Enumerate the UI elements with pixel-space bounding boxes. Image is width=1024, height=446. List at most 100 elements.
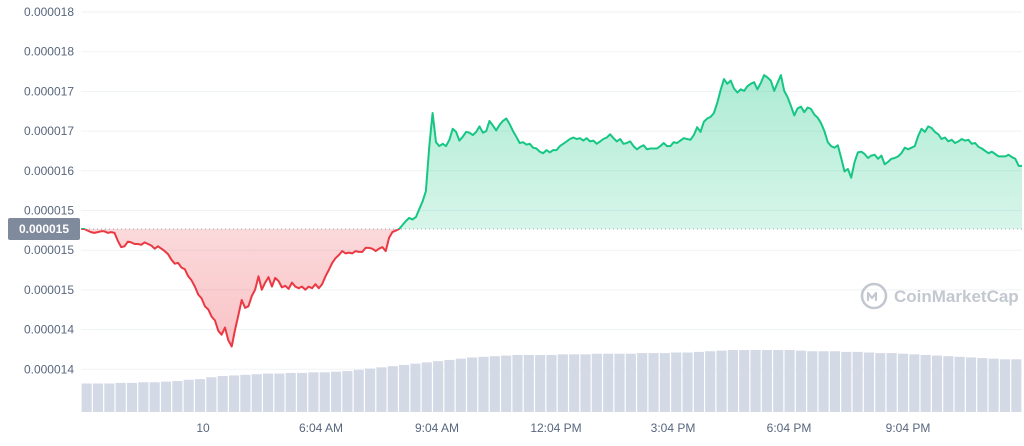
volume-bar: [659, 353, 670, 412]
x-axis: 10 6:04 AM 9:04 AM 12:04 PM 3:04 PM 6:04 PM 9:…: [196, 421, 930, 435]
volume-bar: [625, 353, 636, 412]
volume-bar: [262, 373, 274, 412]
x-tick-label: 9:04 PM: [886, 421, 931, 435]
volume-bar: [818, 351, 829, 412]
volume-bar: [886, 353, 897, 412]
watermark: CoinMarketCap: [860, 282, 1019, 310]
reference-price-badge: 0.000015: [8, 217, 80, 240]
volume-bar: [467, 357, 478, 412]
volume-bar: [784, 350, 795, 412]
watermark-text: CoinMarketCap: [894, 287, 1019, 306]
volume-bar: [217, 376, 228, 412]
x-tick-label: 9:04 AM: [415, 421, 459, 435]
volume-bar: [954, 356, 965, 412]
volume-bar: [172, 381, 183, 412]
volume-bar: [149, 382, 160, 412]
volume-bar: [739, 350, 750, 412]
volume-bar: [365, 368, 376, 412]
x-tick-label: 10: [196, 421, 210, 435]
volume-bar: [104, 383, 115, 412]
volume-bar: [444, 359, 455, 412]
volume-bar: [501, 355, 512, 412]
volume-bar: [693, 351, 704, 412]
volume-bar: [535, 354, 546, 412]
volume-bar: [591, 353, 602, 412]
volume-bar: [988, 358, 999, 412]
volume-bar: [920, 354, 931, 412]
volume-bar: [455, 358, 466, 412]
volume-bar: [251, 374, 262, 412]
volume-bar: [852, 351, 863, 412]
volume-bar: [183, 379, 194, 412]
y-tick-label: 0.000018: [24, 45, 74, 59]
price-area-above: [399, 75, 1022, 229]
volume-bar: [399, 364, 410, 412]
price-area: [81, 75, 1022, 347]
x-tick-label: 6:04 AM: [299, 421, 343, 435]
volume-bar: [829, 351, 841, 412]
volume-bars: [81, 350, 1022, 412]
volume-bar: [795, 350, 806, 412]
volume-bar: [977, 358, 988, 412]
volume-bar: [512, 354, 523, 412]
volume-bar: [773, 350, 784, 412]
y-tick-label: 0.000014: [24, 323, 74, 337]
volume-bar: [965, 357, 977, 412]
volume-bar: [410, 363, 421, 412]
volume-bar: [943, 356, 954, 412]
volume-bar: [705, 351, 716, 412]
y-tick-label: 0.000016: [24, 164, 74, 178]
volume-bar: [750, 350, 761, 412]
volume-bar: [863, 352, 875, 412]
coinmarketcap-logo-icon: [860, 282, 888, 310]
price-line-down: [81, 228, 401, 348]
volume-bar: [580, 354, 591, 412]
reference-badge-bg: [8, 217, 80, 240]
volume-bar: [875, 353, 886, 412]
x-tick-label: 6:04 PM: [767, 421, 812, 435]
volume-bar: [206, 377, 217, 412]
x-tick-label: 3:04 PM: [651, 421, 696, 435]
y-tick-label: 0.000015: [24, 283, 74, 297]
volume-bar: [909, 354, 920, 412]
volume-bar: [523, 354, 534, 412]
y-axis: 0.000018 0.000018 0.000017 0.000017 0.000016…: [24, 5, 74, 376]
x-tick-label: 12:04 PM: [530, 421, 581, 435]
y-tick-label: 0.000017: [24, 124, 74, 138]
volume-bar: [319, 372, 330, 412]
volume-bar: [285, 372, 296, 412]
volume-bar: [433, 361, 444, 412]
volume-bar: [342, 371, 353, 412]
volume-bar: [671, 352, 682, 412]
volume-bar: [603, 353, 614, 412]
y-tick-label: 0.000014: [24, 362, 74, 376]
volume-bar: [138, 382, 149, 412]
volume-bar: [274, 373, 285, 412]
volume-bar: [637, 353, 648, 412]
volume-bar: [126, 382, 138, 412]
volume-bar: [240, 374, 251, 412]
volume-bar: [1011, 359, 1022, 412]
volume-bar: [115, 382, 126, 412]
y-tick-label: 0.000015: [24, 204, 74, 218]
volume-bar: [716, 350, 727, 412]
volume-bar: [807, 351, 818, 412]
volume-bar: [81, 383, 92, 412]
volume-bar: [761, 350, 772, 412]
volume-bar: [841, 351, 852, 412]
volume-bar: [353, 369, 364, 412]
volume-bar: [999, 359, 1011, 412]
volume-bar: [931, 355, 943, 412]
y-tick-label: 0.000017: [24, 84, 74, 98]
y-tick-label: 0.000015: [24, 243, 74, 257]
price-line-up: [81, 74, 1022, 229]
volume-bar: [387, 366, 398, 412]
volume-bar: [421, 362, 432, 412]
volume-bar: [297, 372, 308, 412]
volume-bar: [897, 353, 909, 412]
volume-bar: [160, 381, 172, 412]
volume-bar: [546, 354, 557, 412]
price-area-below: [81, 228, 1022, 347]
